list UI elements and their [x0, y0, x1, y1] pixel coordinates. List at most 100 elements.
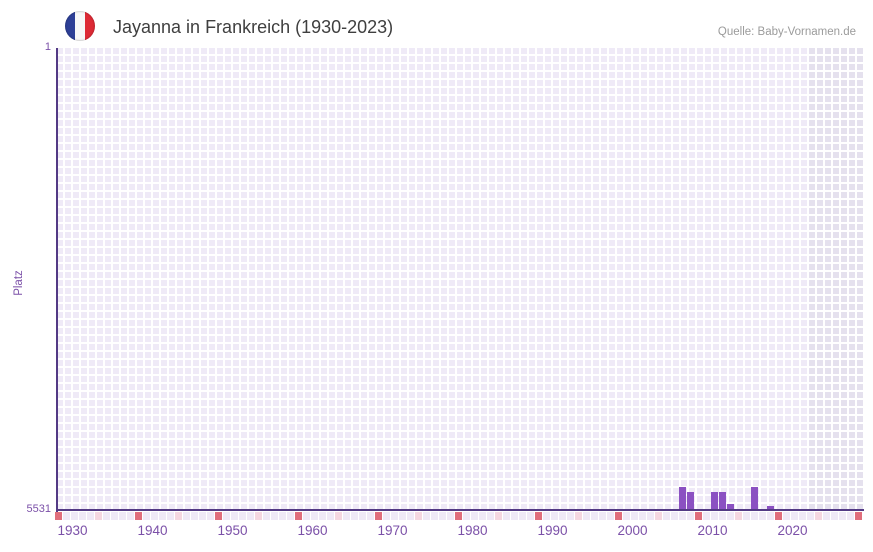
axis-mark-1946 — [183, 512, 190, 520]
axis-mark-1961 — [303, 512, 310, 520]
x-tick-label-1960: 1960 — [297, 523, 328, 538]
axis-mark-1950 — [215, 512, 222, 520]
axis-mark-1936 — [103, 512, 110, 520]
axis-mark-1958 — [279, 512, 286, 520]
axis-mark-2018 — [759, 512, 766, 520]
axis-mark-2007 — [671, 512, 678, 520]
axis-mark-1974 — [407, 512, 414, 520]
axis-mark-1942 — [151, 512, 158, 520]
axis-mark-1980 — [455, 512, 462, 520]
axis-mark-1993 — [559, 512, 566, 520]
x-tick-label-1990: 1990 — [537, 523, 568, 538]
axis-mark-1984 — [487, 512, 494, 520]
axis-mark-2008 — [679, 512, 686, 520]
axis-mark-2001 — [623, 512, 630, 520]
y-axis-title: Platz — [13, 270, 25, 296]
axis-mark-1956 — [263, 512, 270, 520]
axis-mark-1981 — [463, 512, 470, 520]
axis-mark-2015 — [735, 512, 742, 520]
x-tick-label-1970: 1970 — [377, 523, 408, 538]
axis-mark-1987 — [511, 512, 518, 520]
axis-mark-2021 — [783, 512, 790, 520]
axis-mark-2025 — [815, 512, 822, 520]
axis-mark-1930 — [55, 512, 62, 520]
bar-2009 — [687, 492, 694, 510]
axis-mark-2014 — [727, 512, 734, 520]
axis-mark-1977 — [431, 512, 438, 520]
france-flag-icon — [65, 11, 95, 41]
bar-2008 — [679, 487, 686, 510]
axis-mark-2023 — [799, 512, 806, 520]
axis-mark-2009 — [687, 512, 694, 520]
x-tick-label-2020: 2020 — [777, 523, 808, 538]
axis-mark-1941 — [143, 512, 150, 520]
axis-mark-1932 — [71, 512, 78, 520]
axis-mark-1967 — [351, 512, 358, 520]
axis-mark-1986 — [503, 512, 510, 520]
axis-mark-1994 — [567, 512, 574, 520]
axis-mark-1970 — [375, 512, 382, 520]
axis-mark-2020 — [775, 512, 782, 520]
axis-mark-1996 — [583, 512, 590, 520]
axis-mark-1939 — [127, 512, 134, 520]
axis-mark-1960 — [295, 512, 302, 520]
axis-mark-1978 — [439, 512, 446, 520]
y-axis-line — [56, 48, 58, 512]
axis-mark-1943 — [159, 512, 166, 520]
axis-mark-2004 — [647, 512, 654, 520]
axis-mark-1989 — [527, 512, 534, 520]
axis-mark-2010 — [695, 512, 702, 520]
axis-mark-1968 — [359, 512, 366, 520]
axis-mark-1962 — [311, 512, 318, 520]
axis-mark-1957 — [271, 512, 278, 520]
x-tick-label-1950: 1950 — [217, 523, 248, 538]
axis-mark-1971 — [383, 512, 390, 520]
axis-mark-1948 — [199, 512, 206, 520]
axis-mark-1937 — [111, 512, 118, 520]
axis-mark-1966 — [343, 512, 350, 520]
axis-mark-1979 — [447, 512, 454, 520]
axis-mark-1934 — [87, 512, 94, 520]
axis-mark-1995 — [575, 512, 582, 520]
x-tick-label-2000: 2000 — [617, 523, 648, 538]
axis-mark-2029 — [847, 512, 854, 520]
axis-mark-1945 — [175, 512, 182, 520]
x-tick-label-2010: 2010 — [697, 523, 728, 538]
axis-mark-1992 — [551, 512, 558, 520]
axis-mark-1998 — [599, 512, 606, 520]
axis-mark-1985 — [495, 512, 502, 520]
axis-mark-2013 — [719, 512, 726, 520]
axis-mark-1940 — [135, 512, 142, 520]
grid-lines — [57, 48, 863, 510]
axis-mark-1969 — [367, 512, 374, 520]
bar-2014 — [727, 504, 734, 510]
bar-2012 — [711, 491, 718, 510]
axis-mark-1951 — [223, 512, 230, 520]
bar-2013 — [719, 492, 726, 510]
axis-mark-1931 — [63, 512, 70, 520]
axis-mark-2003 — [639, 512, 646, 520]
axis-mark-1973 — [399, 512, 406, 520]
axis-mark-2030 — [855, 512, 862, 520]
axis-mark-1953 — [239, 512, 246, 520]
source-attribution: Quelle: Baby-Vornamen.de — [717, 26, 856, 38]
axis-mark-1997 — [591, 512, 598, 520]
axis-mark-2019 — [767, 512, 774, 520]
axis-mark-2002 — [631, 512, 638, 520]
y-tick-label-top: 1 — [44, 41, 51, 53]
axis-mark-1990 — [535, 512, 542, 520]
axis-mark-1955 — [255, 512, 262, 520]
axis-mark-1988 — [519, 512, 526, 520]
axis-mark-2024 — [807, 512, 814, 520]
x-tick-label-1930: 1930 — [57, 523, 88, 538]
axis-mark-2011 — [703, 512, 710, 520]
axis-mark-1952 — [231, 512, 238, 520]
x-tick-label-1980: 1980 — [457, 523, 488, 538]
axis-mark-1935 — [95, 512, 102, 520]
axis-mark-1933 — [79, 512, 86, 520]
axis-mark-1947 — [191, 512, 198, 520]
axis-mark-2017 — [751, 512, 758, 520]
axis-mark-1949 — [207, 512, 214, 520]
axis-mark-2016 — [743, 512, 750, 520]
